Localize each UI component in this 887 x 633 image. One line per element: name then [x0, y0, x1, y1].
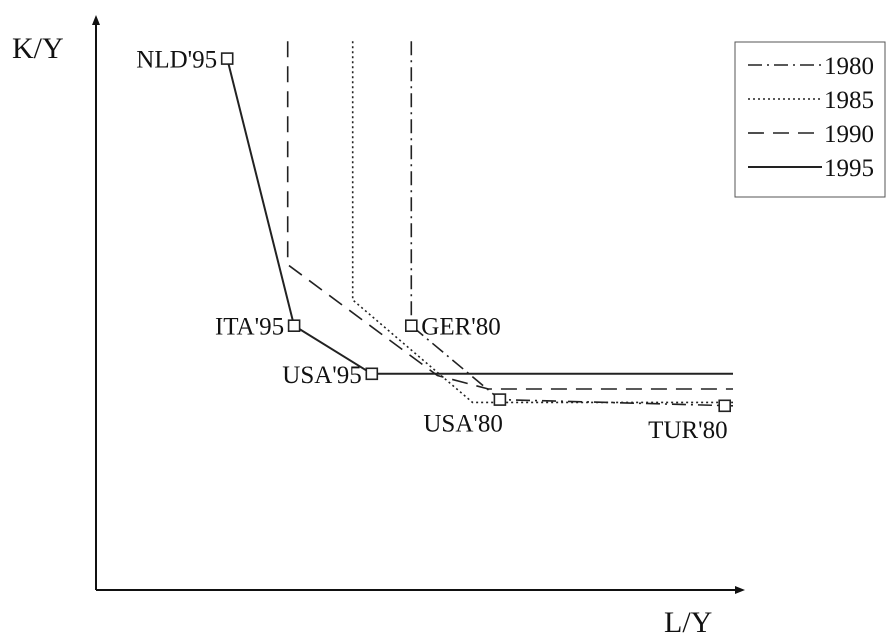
point-marker-usa-80 [493, 393, 507, 406]
point-label-tur-80: TUR'80 [648, 417, 728, 444]
series-line-1985 [351, 41, 733, 404]
legend-label-1990: 1990 [824, 121, 874, 148]
legend: 1980 1985 1990 1995 [734, 41, 886, 198]
point-label-usa-80: USA'80 [423, 411, 503, 438]
point-label-nld-95: NLD'95 [136, 47, 217, 74]
point-marker-ger-80 [404, 319, 418, 333]
point-label-usa-95: USA'95 [282, 362, 362, 389]
series-line-1995 [226, 58, 733, 375]
series-layer [226, 41, 734, 407]
point-label-ger-80: GER'80 [421, 314, 501, 341]
legend-label-1995: 1995 [824, 155, 874, 182]
point-marker-usa-95 [365, 367, 379, 381]
point-marker-ita-95 [287, 319, 301, 333]
series-line-1980 [410, 41, 734, 407]
legend-label-1980: 1980 [824, 53, 874, 80]
x-axis-title: L/Y [664, 606, 712, 633]
legend-box [734, 41, 886, 198]
legend-label-1985: 1985 [824, 87, 874, 114]
points-layer: NLD'95 ITA'95 GER'80 USA'95 USA'80 TUR'80 [136, 47, 732, 444]
y-axis-title: K/Y [12, 32, 64, 65]
point-marker-nld-95 [220, 52, 234, 65]
point-label-ita-95: ITA'95 [215, 314, 284, 341]
point-marker-tur-80 [718, 399, 732, 413]
series-line-1990 [286, 41, 733, 390]
